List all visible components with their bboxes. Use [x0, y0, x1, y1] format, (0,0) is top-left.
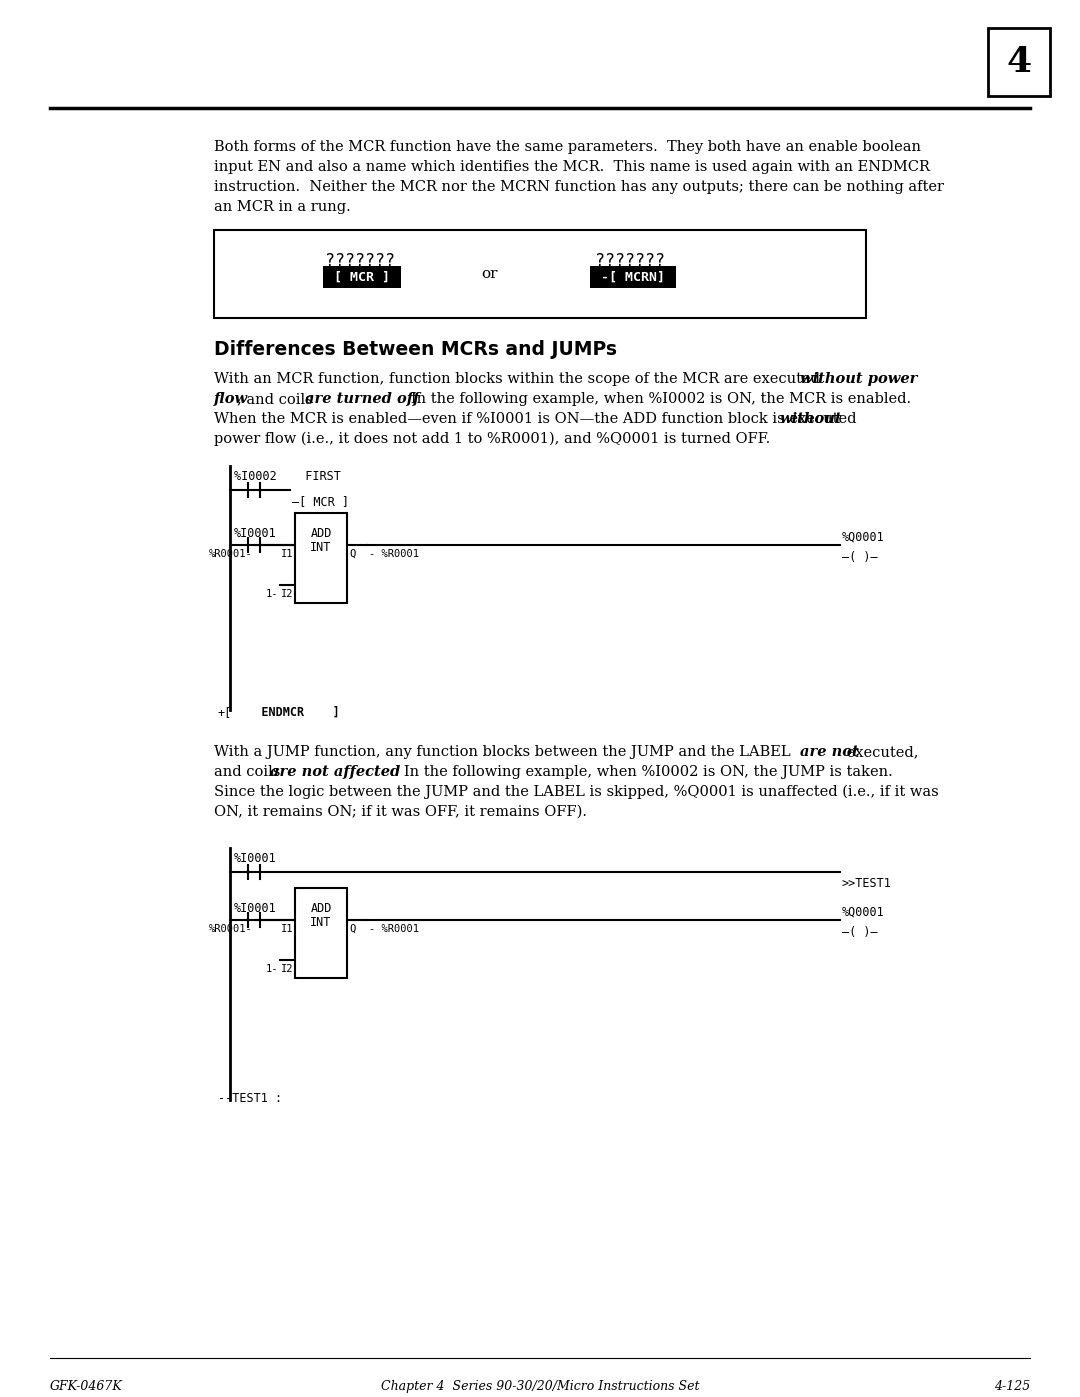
Text: - %R0001: - %R0001: [369, 549, 419, 559]
Text: - %R0001: - %R0001: [369, 923, 419, 935]
Text: Chapter 4  Series 90-30/20/Micro Instructions Set: Chapter 4 Series 90-30/20/Micro Instruct…: [381, 1380, 699, 1393]
Text: —( )—: —( )—: [842, 550, 878, 564]
Text: .  In the following example, when %I0002 is ON, the JUMP is taken.: . In the following example, when %I0002 …: [390, 766, 893, 780]
Text: %Q0001: %Q0001: [842, 531, 885, 543]
Text: Q: Q: [349, 549, 355, 559]
Text: without power: without power: [800, 372, 917, 386]
Text: ADD: ADD: [310, 902, 332, 915]
Text: With an MCR function, function blocks within the scope of the MCR are executed: With an MCR function, function blocks wi…: [214, 372, 825, 386]
Text: INT: INT: [310, 916, 332, 929]
Bar: [988, 28, 1050, 96]
Text: %I0002    FIRST: %I0002 FIRST: [234, 469, 341, 483]
Text: are turned off: are turned off: [305, 393, 419, 407]
Text: --TEST1 :: --TEST1 :: [218, 1092, 282, 1105]
Text: When the MCR is enabled—even if %I0001 is ON—the ADD function block is executed: When the MCR is enabled—even if %I0001 i…: [214, 412, 861, 426]
Text: flow: flow: [214, 393, 248, 407]
Text: -[ MCRN]: -[ MCRN]: [600, 271, 665, 284]
Bar: [323, 265, 401, 288]
Text: >>TEST1: >>TEST1: [841, 877, 891, 890]
Text: executed,: executed,: [842, 745, 918, 759]
Text: I2: I2: [281, 590, 293, 599]
Text: ???????: ???????: [325, 251, 395, 270]
Text: —( )—: —( )—: [842, 926, 878, 939]
Text: without: without: [780, 412, 842, 426]
Text: and coils: and coils: [214, 766, 285, 780]
Text: [ MCR ]: [ MCR ]: [334, 271, 390, 284]
Text: %R0001-: %R0001-: [210, 549, 253, 559]
Text: are not affected: are not affected: [270, 766, 401, 780]
Text: 1-: 1-: [266, 964, 278, 974]
Text: or: or: [482, 267, 498, 281]
Bar: [590, 265, 676, 288]
Text: power flow (i.e., it does not add 1 to %R0001), and %Q0001 is turned OFF.: power flow (i.e., it does not add 1 to %…: [214, 432, 770, 447]
Text: GFK-0467K: GFK-0467K: [50, 1380, 123, 1393]
Text: ???????: ???????: [595, 251, 665, 270]
Text: Since the logic between the JUMP and the LABEL is skipped, %Q0001 is unaffected : Since the logic between the JUMP and the…: [214, 785, 939, 799]
Text: ENDMCR    ]: ENDMCR ]: [240, 705, 340, 719]
Text: With a JUMP function, any function blocks between the JUMP and the LABEL: With a JUMP function, any function block…: [214, 745, 795, 759]
Text: +[: +[: [218, 705, 232, 719]
Text: INT: INT: [310, 541, 332, 555]
Text: I2: I2: [281, 964, 293, 974]
Text: %I0001: %I0001: [234, 527, 276, 541]
Text: .  In the following example, when %I0002 is ON, the MCR is enabled.: . In the following example, when %I0002 …: [397, 393, 912, 407]
Text: Differences Between MCRs and JUMPs: Differences Between MCRs and JUMPs: [214, 339, 617, 359]
Text: I1: I1: [281, 549, 293, 559]
Text: —[ MCR ]: —[ MCR ]: [292, 495, 349, 509]
Text: %Q0001: %Q0001: [842, 907, 885, 919]
Text: instruction.  Neither the MCR nor the MCRN function has any outputs; there can b: instruction. Neither the MCR nor the MCR…: [214, 180, 944, 194]
Bar: [214, 231, 866, 319]
Text: I1: I1: [281, 923, 293, 935]
Text: %I0001: %I0001: [234, 852, 276, 865]
Text: %R0001-: %R0001-: [210, 923, 253, 935]
Text: 1-: 1-: [266, 590, 278, 599]
Text: %I0001: %I0001: [234, 902, 276, 915]
Text: Both forms of the MCR function have the same parameters.  They both have an enab: Both forms of the MCR function have the …: [214, 140, 921, 154]
Text: , and coils: , and coils: [237, 393, 318, 407]
Text: are not: are not: [800, 745, 859, 759]
Text: 4: 4: [1007, 45, 1031, 80]
Text: an MCR in a rung.: an MCR in a rung.: [214, 200, 351, 214]
Text: Q: Q: [349, 923, 355, 935]
Text: input EN and also a name which identifies the MCR.  This name is used again with: input EN and also a name which identifie…: [214, 161, 930, 175]
Text: 4-125: 4-125: [994, 1380, 1030, 1393]
Text: ADD: ADD: [310, 527, 332, 541]
Text: ON, it remains ON; if it was OFF, it remains OFF).: ON, it remains ON; if it was OFF, it rem…: [214, 805, 588, 819]
Bar: [295, 513, 347, 604]
Bar: [295, 888, 347, 978]
